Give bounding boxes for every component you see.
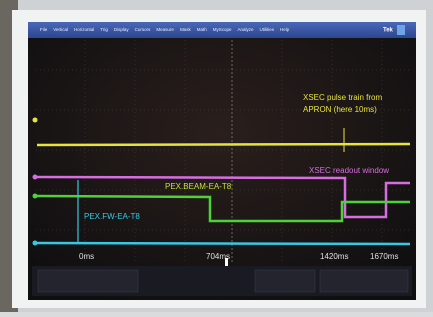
- menu-item[interactable]: Help: [280, 27, 290, 32]
- channel-readout: [38, 270, 138, 292]
- menu-item[interactable]: Vertical: [53, 27, 68, 32]
- cyan-trace: [37, 243, 410, 244]
- menu: File Vertical Horizontal Trig Display Cursors…: [40, 27, 290, 32]
- trigger-readout: [255, 270, 315, 292]
- menu-item[interactable]: Cursors: [135, 27, 152, 32]
- time-label: 1670ms: [370, 252, 398, 261]
- page: File Vertical Horizontal Trig Display Cursors…: [0, 0, 433, 312]
- menu-item[interactable]: Horizontal: [74, 27, 94, 32]
- annotation: PEX.FW-EA-T8: [84, 212, 140, 221]
- ch1-marker: [33, 118, 38, 123]
- menu-item[interactable]: Utilities: [260, 27, 275, 32]
- trigger-position: [225, 258, 228, 266]
- window-button[interactable]: [397, 25, 405, 35]
- photo: File Vertical Horizontal Trig Display Cursors…: [0, 0, 433, 312]
- ch4-marker: [33, 241, 38, 246]
- annotation: XSEC pulse train from: [303, 93, 382, 102]
- yellow-trace: [37, 144, 410, 145]
- menu-item[interactable]: Measure: [156, 27, 174, 32]
- menu-item[interactable]: Trig: [100, 27, 108, 32]
- menu-item[interactable]: MyScope: [213, 27, 232, 32]
- menu-item[interactable]: Display: [114, 27, 130, 32]
- annotation: APRON (here 10ms): [303, 105, 377, 114]
- horizontal-readout: [320, 270, 408, 292]
- annotation: PEX.BEAM-EA-T8: [165, 182, 232, 191]
- menu-item[interactable]: Mask: [180, 27, 192, 32]
- brand: Tek: [383, 28, 394, 34]
- menu-item[interactable]: File: [40, 27, 48, 32]
- menu-item[interactable]: Analyze: [237, 27, 254, 32]
- ch3-marker: [33, 194, 38, 199]
- time-label: 0ms: [79, 252, 94, 261]
- ch2-marker: [33, 175, 38, 180]
- annotation: XSEC readout window: [309, 166, 389, 175]
- menu-item[interactable]: Math: [197, 27, 208, 32]
- time-label: 1420ms: [320, 252, 348, 261]
